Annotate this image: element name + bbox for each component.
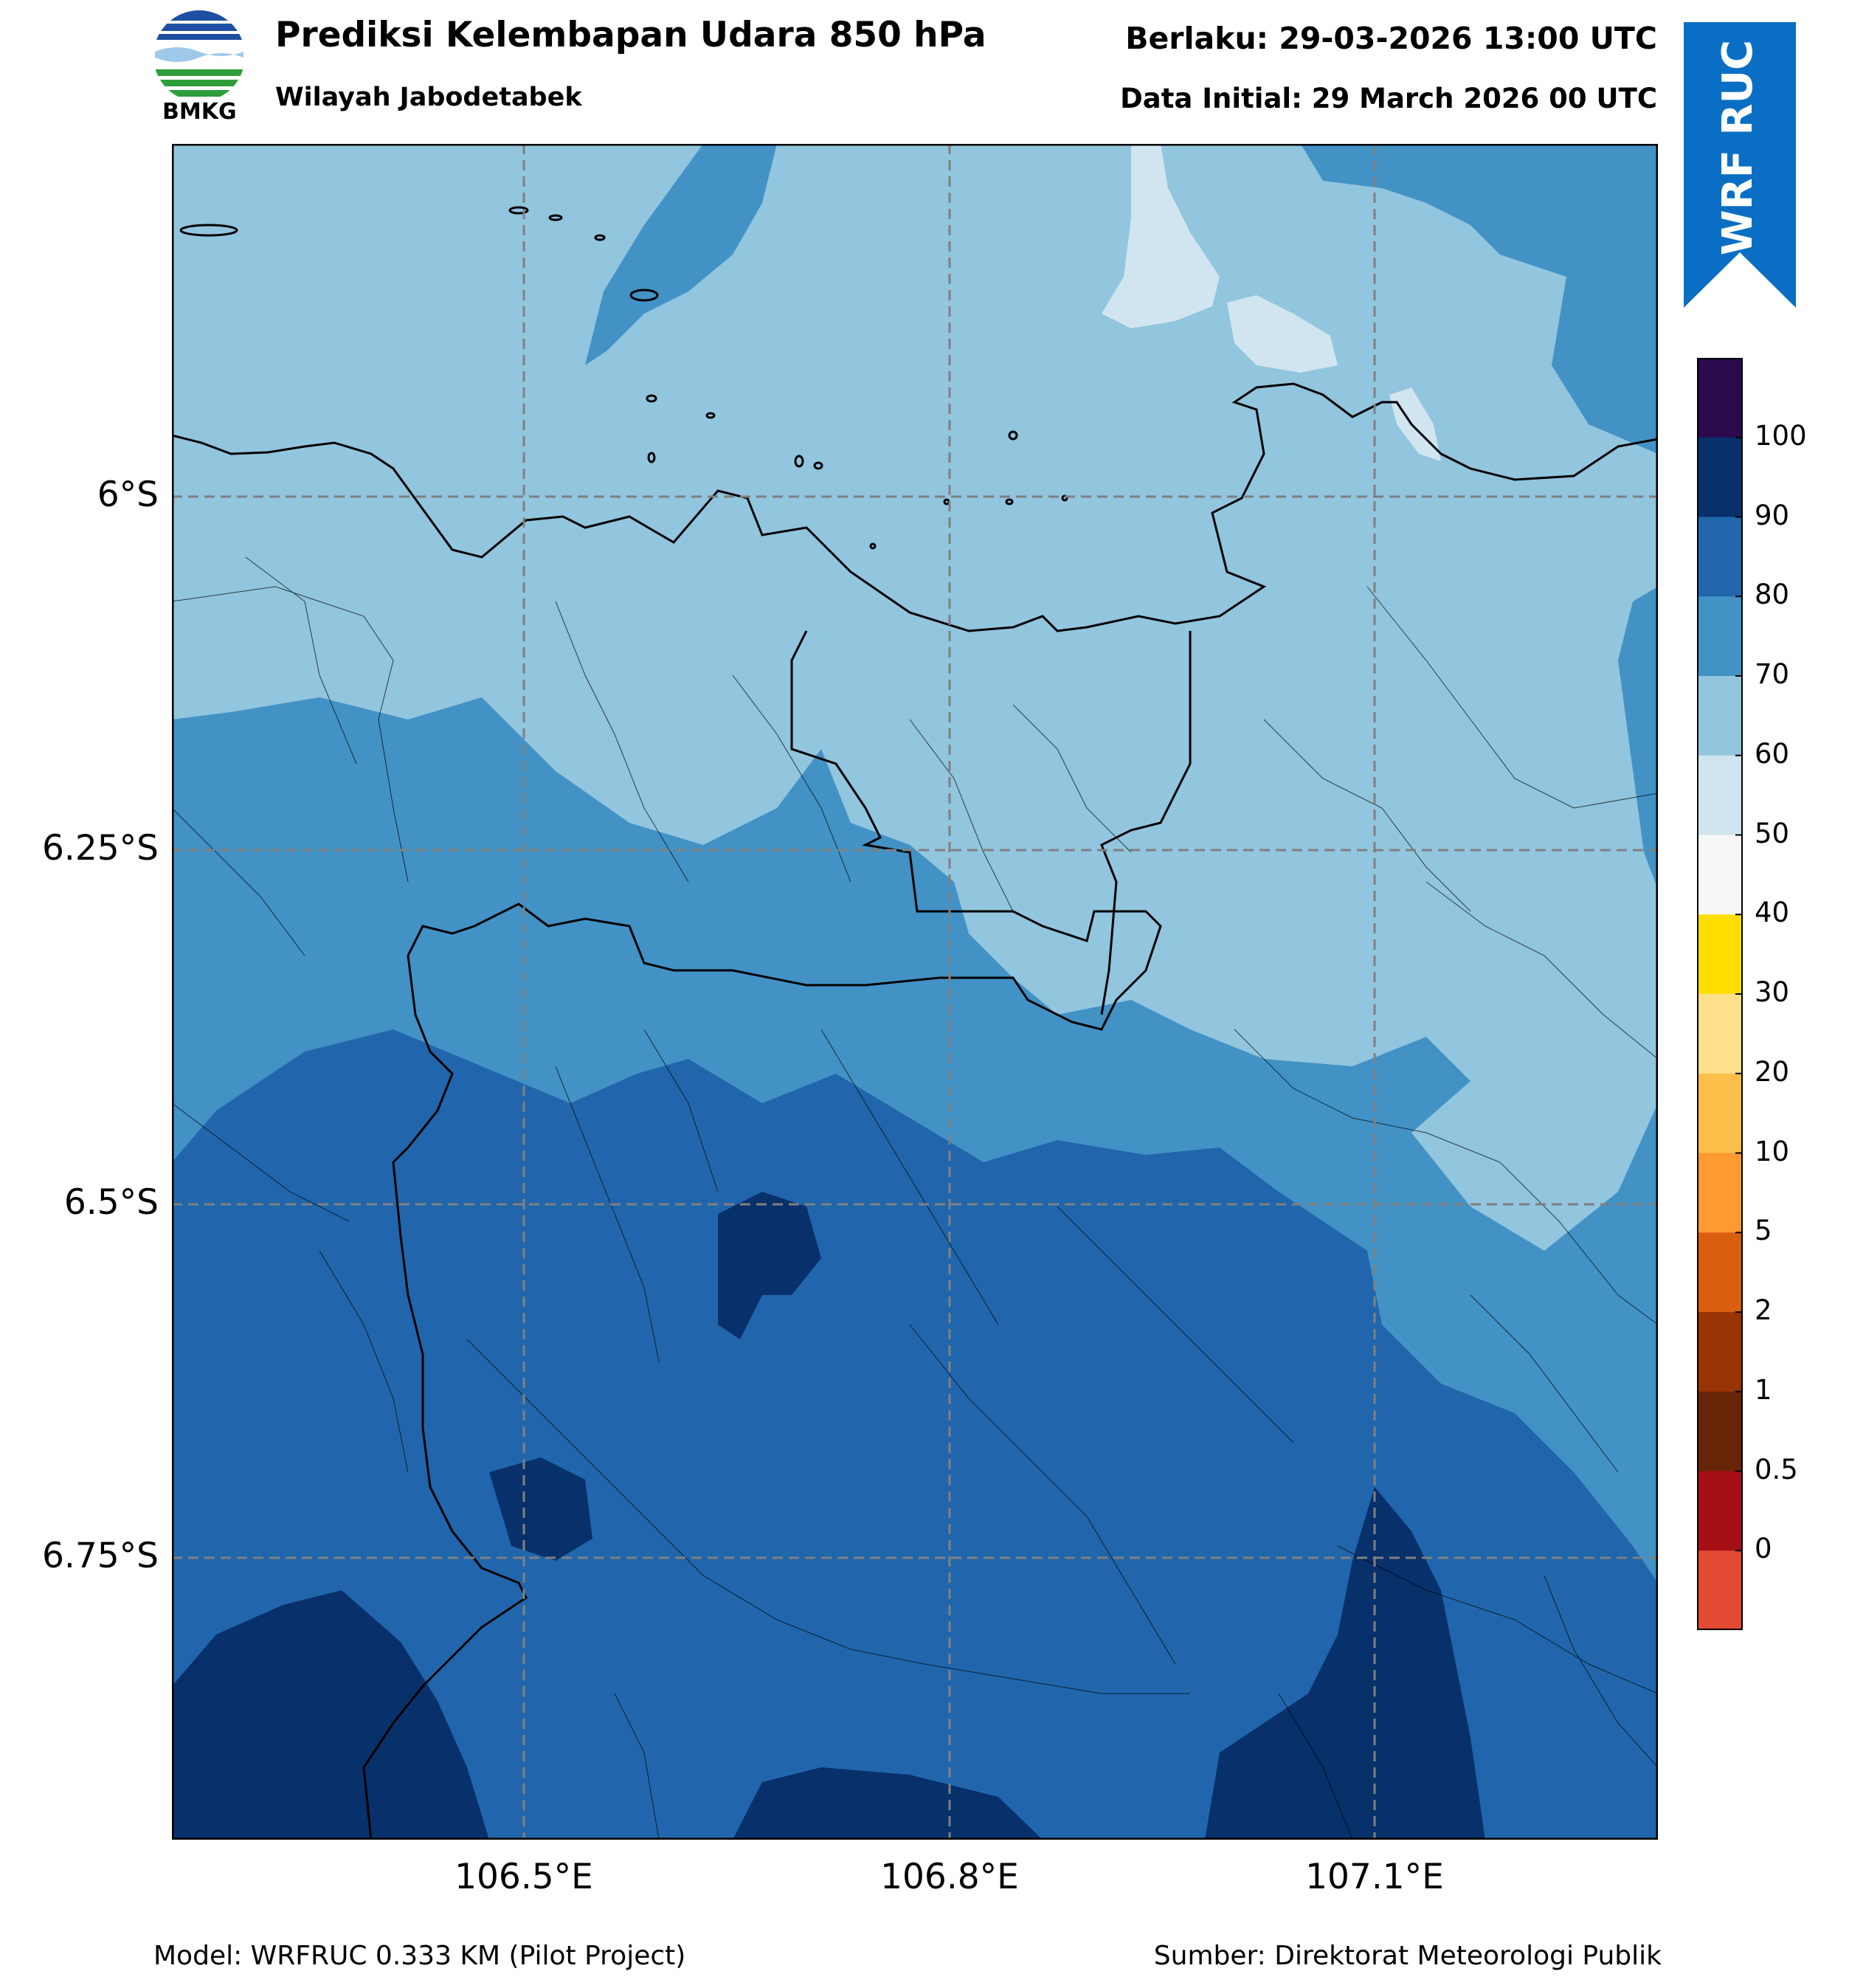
islands: [179, 206, 1068, 550]
x-tick-label: 106.8°E: [880, 1857, 1019, 1897]
colorbar-segment: [1697, 1471, 1743, 1551]
bmkg-logo-icon: [153, 10, 245, 102]
colorbar-label: 2: [1755, 1294, 1772, 1326]
humidity-80-90-area: [172, 1029, 1658, 1840]
colorbar-label: 0.5: [1755, 1453, 1798, 1485]
colorbar-label: 0: [1755, 1533, 1772, 1565]
humidity-90-100-southwest: [172, 1590, 489, 1840]
wrf-ruc-badge: WRF RUC: [1684, 22, 1796, 308]
humidity-map: [171, 143, 1659, 1840]
colorbar: [1697, 358, 1743, 1631]
y-tick-label: 6°S: [97, 474, 159, 515]
colorbar-label: 70: [1755, 658, 1790, 690]
colorbar-segment: [1697, 755, 1743, 835]
colorbar-label: 80: [1755, 579, 1790, 611]
humidity-90-100-east: [1205, 1487, 1485, 1840]
graticule: [172, 144, 1658, 1840]
coastline: [172, 382, 1658, 632]
humidity-70-80-plume: [585, 144, 777, 365]
colorbar-scale: [1697, 358, 1743, 1631]
colorbar-segment: [1697, 994, 1743, 1074]
humidity-50-60-small: [1389, 387, 1441, 461]
colorbar-label: 30: [1755, 976, 1790, 1008]
colorbar-segment: [1697, 676, 1743, 756]
init-time: Data Initial: 29 March 2026 00 UTC: [1120, 83, 1657, 114]
humidity-50-60-northeast: [1227, 295, 1338, 373]
y-tick-label: 6.5°S: [63, 1182, 159, 1223]
humidity-90-100-west: [489, 1457, 592, 1561]
colorbar-segment: [1697, 1153, 1743, 1233]
ribbon-icon: WRF RUC: [1684, 22, 1796, 308]
colorbar-segment: [1697, 596, 1743, 677]
x-tick-label: 107.1°E: [1305, 1857, 1444, 1897]
colorbar-segment: [1697, 835, 1743, 915]
colorbar-label: 90: [1755, 499, 1790, 531]
colorbar-label: 40: [1755, 897, 1790, 929]
colorbar-segment: [1697, 517, 1743, 597]
colorbar-segment: [1697, 1232, 1743, 1313]
map-canvas: [171, 143, 1659, 1840]
logo-text: BMKG: [162, 99, 237, 125]
humidity-50-60-north: [1102, 144, 1220, 328]
colorbar-label: 5: [1755, 1215, 1772, 1247]
district-boundary: [1100, 631, 1192, 1015]
colorbar-segment: [1697, 914, 1743, 995]
province-boundary: [362, 630, 1162, 1840]
colorbar-label: 1: [1755, 1373, 1772, 1406]
colorbar-label: 100: [1755, 419, 1807, 452]
colorbar-segment: [1697, 437, 1743, 517]
colorbar-segment: [1697, 1550, 1743, 1631]
colorbar-label: 10: [1755, 1135, 1790, 1167]
colorbar-segment: [1697, 1312, 1743, 1392]
colorbar-segment: [1697, 1391, 1743, 1471]
humidity-90-100-center: [718, 1192, 821, 1339]
colorbar-label: 20: [1755, 1055, 1790, 1088]
colorbar-labels: 100 90 80 70 60 50 40 30 20 10 5 2 1 0.5 0: [1755, 358, 1836, 1630]
colorbar-label: 60: [1755, 737, 1790, 770]
humidity-70-80-area: [1301, 144, 1658, 889]
regency-boundaries: [172, 556, 1658, 1840]
model-info: Model: WRFRUC 0.333 KM (Pilot Project): [153, 1941, 686, 1971]
map-title: Prediksi Kelembapan Udara 850 hPa: [275, 15, 986, 55]
map-subtitle: Wilayah Jabodetabek: [275, 83, 582, 112]
valid-time: Berlaku: 29-03-2026 13:00 UTC: [1125, 21, 1657, 56]
colorbar-segment: [1697, 358, 1743, 438]
colorbar-segment: [1697, 1073, 1743, 1153]
colorbar-label: 50: [1755, 817, 1790, 849]
wrf-ruc-text: WRF RUC: [1714, 40, 1762, 255]
y-tick-label: 6.75°S: [42, 1536, 159, 1576]
humidity-90-100-south: [733, 1767, 1043, 1840]
data-source: Sumber: Direktorat Meteorologi Publik: [1153, 1941, 1662, 1971]
x-tick-label: 106.5°E: [455, 1857, 593, 1897]
bmkg-logo: BMKG: [151, 6, 247, 125]
y-tick-label: 6.25°S: [42, 828, 159, 869]
